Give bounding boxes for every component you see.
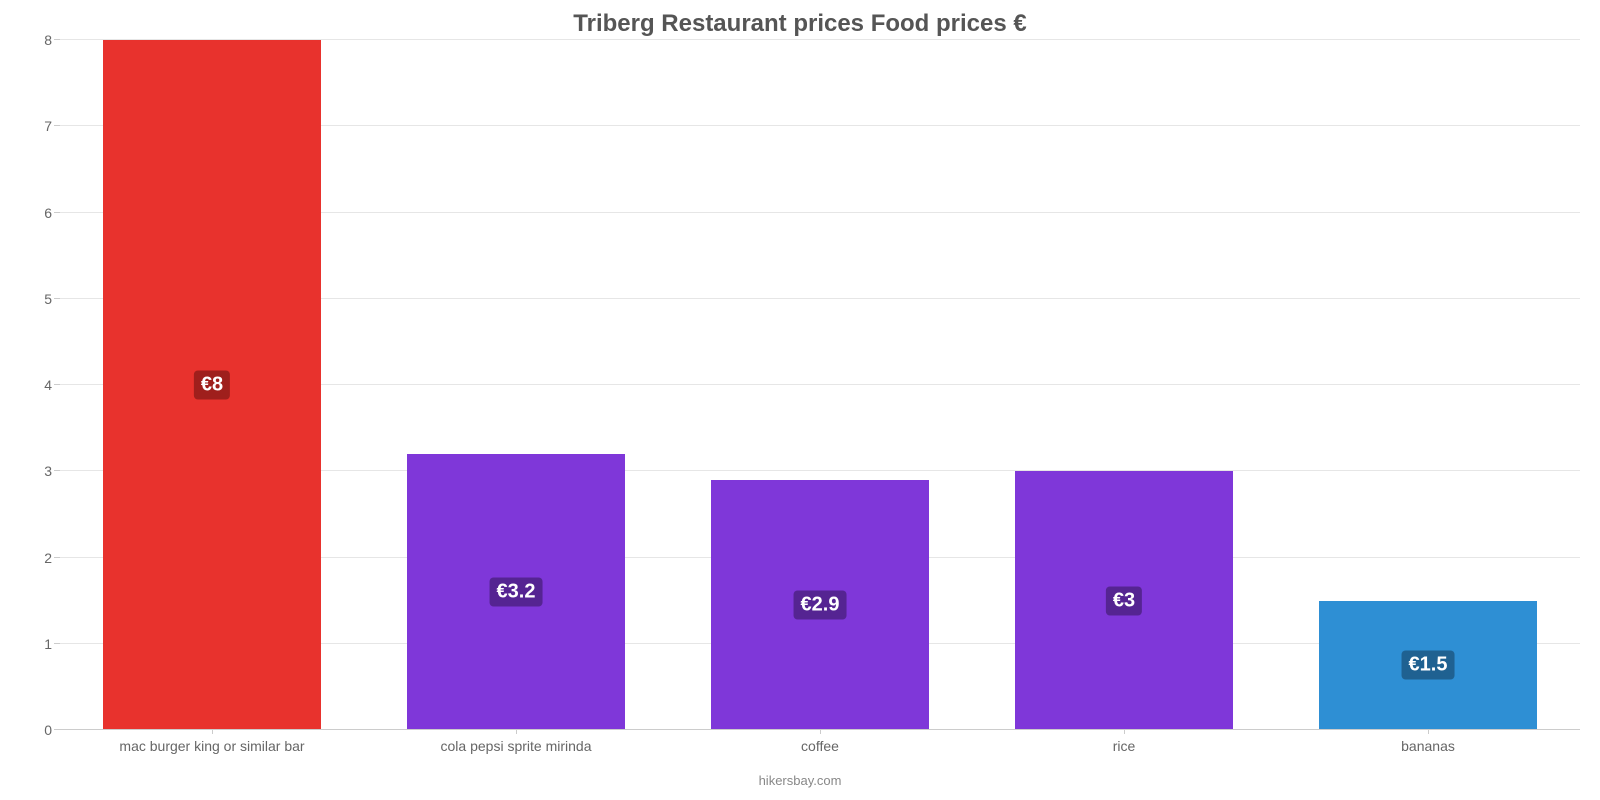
bar-slot: €3.2 <box>364 40 668 730</box>
x-axis-label: cola pepsi sprite mirinda <box>441 738 592 754</box>
bar-slot: €8 <box>60 40 364 730</box>
y-tick-label: 1 <box>44 636 52 652</box>
x-label-slot: bananas <box>1276 738 1580 760</box>
x-label-slot: cola pepsi sprite mirinda <box>364 738 668 760</box>
bar-value-label: €1.5 <box>1402 651 1455 680</box>
y-tick-label: 4 <box>44 377 52 393</box>
bar-slot: €1.5 <box>1276 40 1580 730</box>
y-tick-label: 0 <box>44 722 52 738</box>
x-axis-label: bananas <box>1401 738 1455 754</box>
bar-value-label: €2.9 <box>794 590 847 619</box>
chart-title: Triberg Restaurant prices Food prices € <box>0 10 1600 38</box>
bar-value-label: €3 <box>1106 586 1142 615</box>
bar-slot: €3 <box>972 40 1276 730</box>
y-tick-label: 3 <box>44 463 52 479</box>
x-label-slot: coffee <box>668 738 972 760</box>
x-axis-labels: mac burger king or similar bar cola pepsi… <box>60 738 1580 760</box>
x-label-slot: rice <box>972 738 1276 760</box>
bar-value-label: €3.2 <box>490 578 543 607</box>
x-axis-label: coffee <box>801 738 839 754</box>
y-tick-label: 8 <box>44 32 52 48</box>
chart-container: Triberg Restaurant prices Food prices € … <box>0 0 1600 800</box>
y-tick-label: 6 <box>44 205 52 221</box>
bar-slot: €2.9 <box>668 40 972 730</box>
y-tick-label: 2 <box>44 550 52 566</box>
credits-label: hikersbay.com <box>0 773 1600 788</box>
x-axis-line <box>60 729 1580 730</box>
bars-row: €8 €3.2 €2.9 €3 €1.5 <box>60 40 1580 730</box>
x-label-slot: mac burger king or similar bar <box>60 738 364 760</box>
plot-area: €8€3.2€2.9€3€1.5 012345678 <box>60 40 1580 730</box>
y-tick-label: 5 <box>44 291 52 307</box>
bar-value-label: €8 <box>194 371 230 400</box>
x-axis-label: rice <box>1113 738 1136 754</box>
y-tick-label: 7 <box>44 118 52 134</box>
x-axis-label: mac burger king or similar bar <box>119 738 304 754</box>
